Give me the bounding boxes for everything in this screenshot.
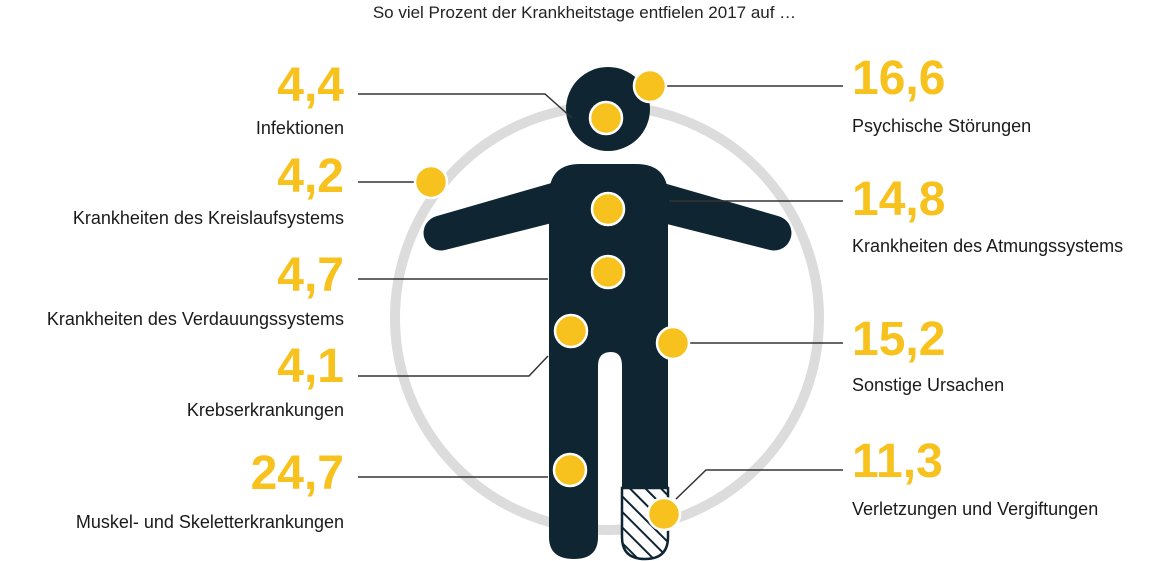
percent-value: 4,4 xyxy=(277,59,344,112)
percent-value: 11,3 xyxy=(852,435,943,488)
connector-line xyxy=(358,355,549,377)
category-label: Krankheiten des Verdauungssystems xyxy=(46,309,344,329)
marker-dot xyxy=(553,313,589,349)
category-label: Krankheiten des Atmungssystems xyxy=(852,236,1124,256)
percent-value: 14,8 xyxy=(852,173,946,226)
category-label: Krankheiten des Kreislaufsystems xyxy=(72,208,344,228)
category-label: Muskel- und Skeletterkrankungen xyxy=(75,512,344,532)
marker-dot xyxy=(655,325,691,361)
figure-right-arm xyxy=(659,182,792,251)
percent-value: 24,7 xyxy=(250,447,344,500)
marker-dot xyxy=(413,164,449,200)
marker-dot xyxy=(588,100,624,136)
category-label: Infektionen xyxy=(255,118,344,138)
marker-dot xyxy=(632,68,668,104)
category-label: Krebserkrankungen xyxy=(186,400,344,420)
category-label: Sonstige Ursachen xyxy=(852,375,1005,395)
percent-value: 15,2 xyxy=(852,313,946,366)
infographic-title: So viel Prozent der Krankheitstage entfi… xyxy=(372,3,797,22)
percent-value: 4,7 xyxy=(277,249,344,302)
category-label: Verletzungen und Vergiftungen xyxy=(852,499,1099,519)
percent-value: 16,6 xyxy=(852,52,946,105)
percent-value: 4,2 xyxy=(277,150,344,203)
marker-dot xyxy=(590,254,626,290)
marker-dot xyxy=(590,191,626,227)
marker-dot xyxy=(646,496,682,532)
figure-left-arm xyxy=(423,182,556,251)
connector-line xyxy=(675,469,843,500)
marker-dot xyxy=(552,452,588,488)
category-label: Psychische Störungen xyxy=(852,116,1032,136)
percent-value: 4,1 xyxy=(277,340,344,393)
connector-line xyxy=(358,93,573,119)
